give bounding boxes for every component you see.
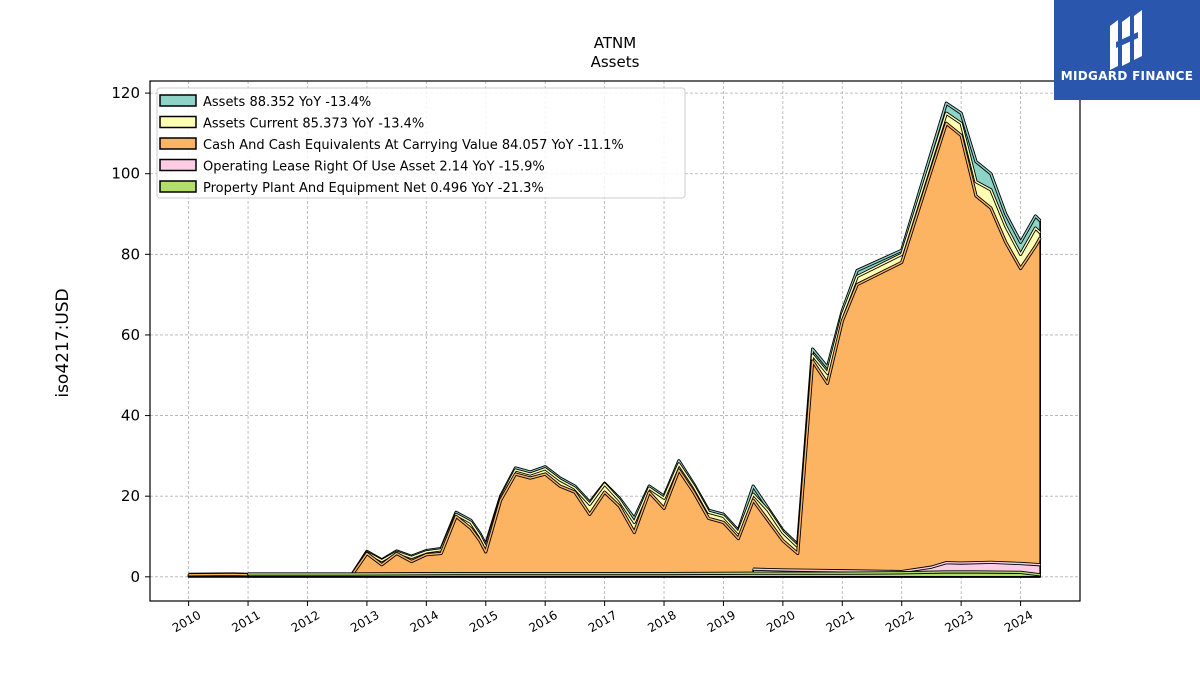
x-tick-label: 2018 (645, 608, 678, 635)
plot-frame (149, 80, 1081, 602)
x-tick-label: 2022 (883, 608, 916, 635)
legend-label: Operating Lease Right Of Use Asset 2.14 … (203, 160, 545, 175)
x-tick-label: 2020 (764, 608, 797, 635)
legend-swatch (159, 115, 197, 129)
series-highlight-3 (753, 561, 1041, 573)
chart-title: ATNM (594, 34, 636, 52)
x-tick-label: 2011 (229, 608, 262, 635)
series-highlight-1 (188, 112, 1041, 576)
series-highlight-4 (248, 571, 1041, 576)
x-tick-label: 2017 (586, 608, 619, 635)
chart-subtitle: Assets (591, 53, 640, 71)
legend-label: Assets Current 85.373 YoY -13.4% (203, 117, 424, 132)
midgard-finance-logo: MIDGARD FINANCE (1054, 0, 1200, 100)
legend: Assets 88.352 YoY -13.4% Assets Current 8… (156, 87, 686, 199)
y-tick-label: 120 (111, 84, 140, 102)
y-tick-label: 20 (121, 487, 140, 505)
legend-swatch (159, 94, 197, 107)
series-areas (187, 101, 1042, 578)
y-tick-label: 40 (121, 407, 140, 425)
legend-swatch (159, 137, 197, 150)
x-tick-label: 2010 (170, 608, 203, 635)
y-tick-label: 0 (130, 568, 140, 586)
brand-name: MIDGARD FINANCE (1060, 69, 1194, 83)
x-tick-label: 2012 (289, 608, 322, 635)
legend-swatch (159, 180, 197, 193)
x-tick-label: 2014 (408, 608, 441, 635)
x-tick-label: 2021 (824, 608, 857, 635)
logo-mark-icon (1110, 10, 1142, 70)
y-tick-label: 100 (111, 165, 140, 183)
x-tick-label: 2015 (467, 608, 500, 635)
x-tick-label: 2023 (942, 608, 975, 635)
y-tick-label: 60 (121, 326, 140, 344)
x-tick-label: 2013 (348, 608, 381, 635)
y-tick-label: 80 (121, 245, 140, 263)
x-tick-label: 2016 (526, 608, 559, 635)
legend-label: Cash And Cash Equivalents At Carrying Va… (203, 138, 624, 153)
legend-label: Property Plant And Equipment Net 0.496 Y… (203, 181, 544, 196)
x-tick-label: 2019 (705, 608, 738, 635)
series-highlight-2 (188, 122, 1041, 576)
legend-label: Assets 88.352 YoY -13.4% (203, 95, 371, 110)
y-axis-label: iso4217:USD (53, 288, 73, 397)
legend-box (156, 87, 686, 199)
x-tick-label: 2024 (1002, 608, 1035, 635)
legend-swatch (159, 158, 197, 172)
